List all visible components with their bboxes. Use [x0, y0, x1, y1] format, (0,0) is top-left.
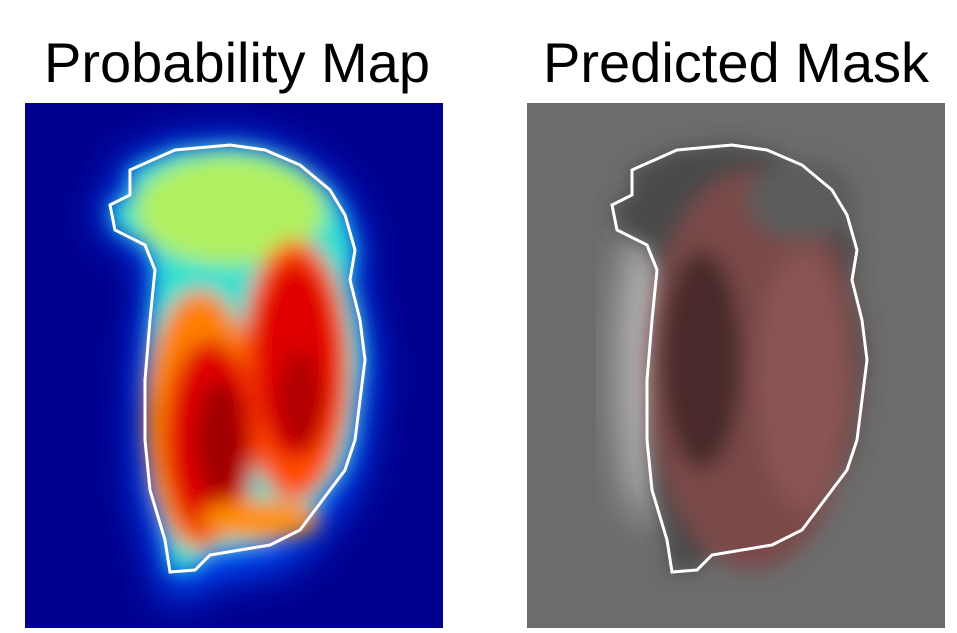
- page: {"panels": [{"title": "Probability Map"}…: [0, 0, 957, 628]
- panel-title: Probability Map: [44, 31, 430, 94]
- panel-title: Predicted Mask: [543, 31, 930, 94]
- predicted-mask: [527, 103, 945, 628]
- figure: Probability Map Predicted Mask: [0, 0, 957, 628]
- probability-map: [25, 103, 443, 628]
